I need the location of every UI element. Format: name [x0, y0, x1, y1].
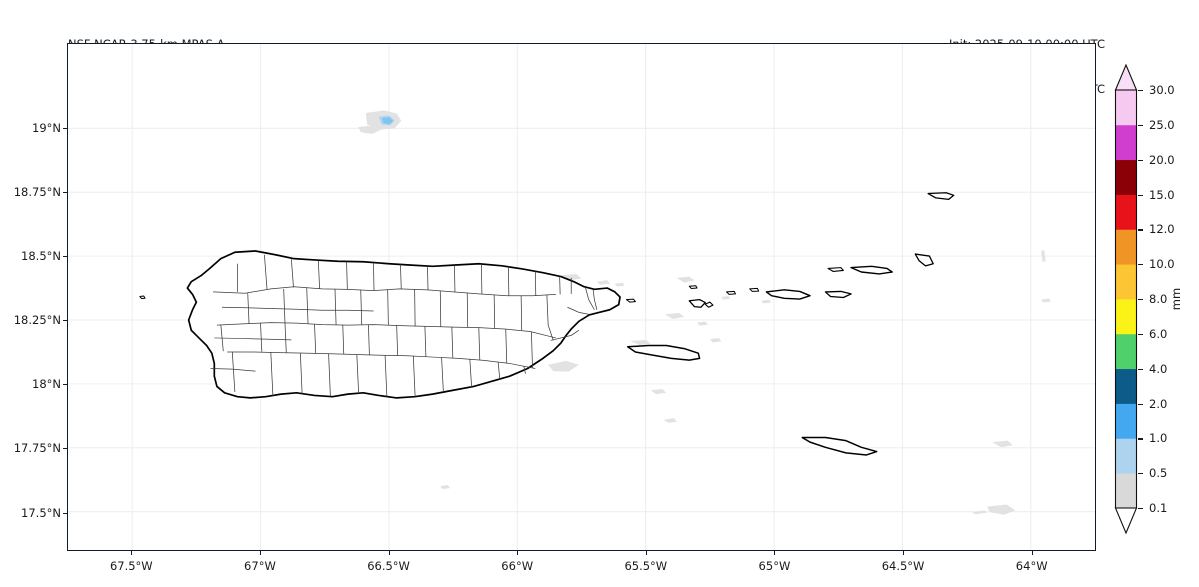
- latitude-tick-mark: [63, 384, 67, 386]
- colorbar-tick-mark: [1138, 299, 1143, 301]
- colorbar-units-label: mm: [1169, 287, 1183, 311]
- longitude-tick-mark: [517, 551, 519, 555]
- latitude-tick-label: 17.75°N: [13, 441, 61, 456]
- latitude-tick-label: 19°N: [32, 120, 61, 135]
- colorbar-tick-label: 15.0: [1149, 187, 1175, 202]
- colorbar-tick-mark: [1138, 229, 1143, 231]
- longitude-tick-label: 65.5°W: [624, 559, 668, 573]
- colorbar-tick-label: 10.0: [1149, 257, 1175, 272]
- longitude-tick-label: 64°W: [1015, 559, 1048, 573]
- colorbar-tick-label: 6.0: [1149, 326, 1168, 341]
- longitude-tick-mark: [774, 551, 776, 555]
- geography-layer: [139, 192, 955, 456]
- longitude-tick-label: 66°W: [501, 559, 534, 573]
- longitude-tick-mark: [1031, 551, 1033, 555]
- colorbar-tick-label: 4.0: [1149, 361, 1168, 376]
- colorbar-tick-mark: [1138, 264, 1143, 266]
- colorbar-tick-label: 20.0: [1149, 152, 1175, 167]
- colorbar-swatches: [1114, 64, 1138, 534]
- map-plot-area[interactable]: [67, 43, 1096, 551]
- latitude-tick-mark: [63, 191, 67, 193]
- longitude-tick-label: 64.5°W: [881, 559, 925, 573]
- latitude-tick-mark: [63, 512, 67, 514]
- colorbar-tick-mark: [1138, 368, 1143, 370]
- longitude-tick-mark: [903, 551, 905, 555]
- longitude-tick-mark: [645, 551, 647, 555]
- colorbar-tick-mark: [1138, 124, 1143, 127]
- latitude-tick-mark: [63, 448, 67, 450]
- colorbar-tick-label: 0.1: [1149, 501, 1168, 515]
- colorbar-tick-mark: [1138, 90, 1143, 92]
- latitude-tick-mark: [63, 255, 67, 257]
- longitude-tick-mark: [388, 551, 390, 555]
- latitude-tick-label: 18°N: [32, 377, 61, 392]
- latitude-tick-label: 17.5°N: [21, 505, 61, 520]
- colorbar-tick-label: 30.0: [1149, 83, 1175, 97]
- colorbar-tick-mark: [1138, 333, 1143, 336]
- colorbar-tick-mark: [1138, 508, 1143, 510]
- colorbar-tick-label: 0.5: [1149, 466, 1168, 481]
- colorbar-tick-mark: [1138, 403, 1143, 405]
- colorbar-tick-mark: [1138, 159, 1143, 161]
- longitude-tick-label: 67°W: [244, 559, 276, 573]
- colorbar-tick-label: 1.0: [1149, 431, 1168, 446]
- map-canvas: [68, 44, 1095, 550]
- colorbar-tick-label: 12.0: [1149, 222, 1175, 237]
- colorbar-tick-label: 25.0: [1149, 117, 1175, 132]
- longitude-tick-label: 67.5°W: [109, 559, 153, 573]
- colorbar-tick-label: 2.0: [1149, 396, 1168, 411]
- colorbar[interactable]: [1114, 64, 1138, 534]
- longitude-tick-label: 66.5°W: [367, 559, 410, 573]
- latitude-tick-label: 18.5°N: [21, 248, 61, 263]
- latitude-tick-label: 18.75°N: [13, 184, 61, 199]
- colorbar-tick-mark: [1138, 438, 1143, 440]
- latitude-tick-mark: [63, 127, 67, 129]
- longitude-tick-label: 65°W: [758, 559, 791, 573]
- longitude-tick-mark: [131, 551, 133, 555]
- longitude-tick-mark: [259, 551, 261, 555]
- colorbar-tick-label: 8.0: [1149, 292, 1168, 306]
- latitude-tick-label: 18.25°N: [13, 313, 61, 328]
- colorbar-tick-mark: [1138, 194, 1143, 196]
- latitude-tick-mark: [63, 320, 67, 322]
- colorbar-tick-mark: [1138, 473, 1143, 475]
